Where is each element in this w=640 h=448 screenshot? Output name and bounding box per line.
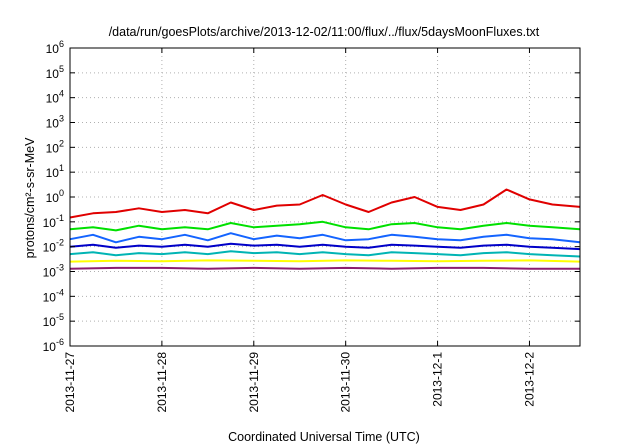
series-line-5 [69,250,581,258]
y-tick-label: 100 [46,188,64,205]
y-tick-label: 10-2 [43,238,64,255]
y-tick-label: 104 [46,89,64,106]
series-line-6 [69,259,581,263]
series-line-2 [69,220,581,232]
x-tick-label: 2013-11-27 [63,352,77,413]
y-tick-label: 10-4 [43,287,64,304]
y-tick-label: 106 [46,39,64,56]
y-tick-label: 10-1 [43,213,64,230]
series-lines [69,188,581,270]
x-tick-label: 2013-11-28 [155,352,169,413]
x-tick-label: 2013-12-2 [522,352,536,407]
y-tick-label: 10-3 [43,263,64,280]
y-tick-label: 10-6 [43,337,64,354]
x-axis-title: Coordinated Universal Time (UTC) [228,430,420,444]
y-tick-label: 101 [46,163,64,180]
x-axis-ticks: 2013-11-27 2013-11-28 2013-11-29 2013-11-30… [63,48,536,413]
series-line-1 [69,188,581,219]
y-axis-title: protons/cm²-s-sr-MeV [23,137,37,259]
chart-title: /data/run/goesPlots/archive/2013-12-02/1… [109,25,540,39]
y-tick-label: 103 [46,114,64,131]
series-line-3 [69,232,581,244]
x-tick-label: 2013-11-29 [247,352,261,413]
series-line-7 [69,266,580,270]
x-tick-label: 2013-12-1 [431,352,445,407]
y-tick-label: 10-5 [43,312,64,329]
x-tick-label: 2013-11-30 [339,352,353,413]
y-tick-label: 105 [46,64,64,81]
y-tick-label: 102 [46,138,64,155]
y-axis-ticks: 10-6 10-5 10-4 10-3 10-2 10-1 100 101 102 103 104 1… [43,39,580,354]
series-line-4 [69,242,581,251]
